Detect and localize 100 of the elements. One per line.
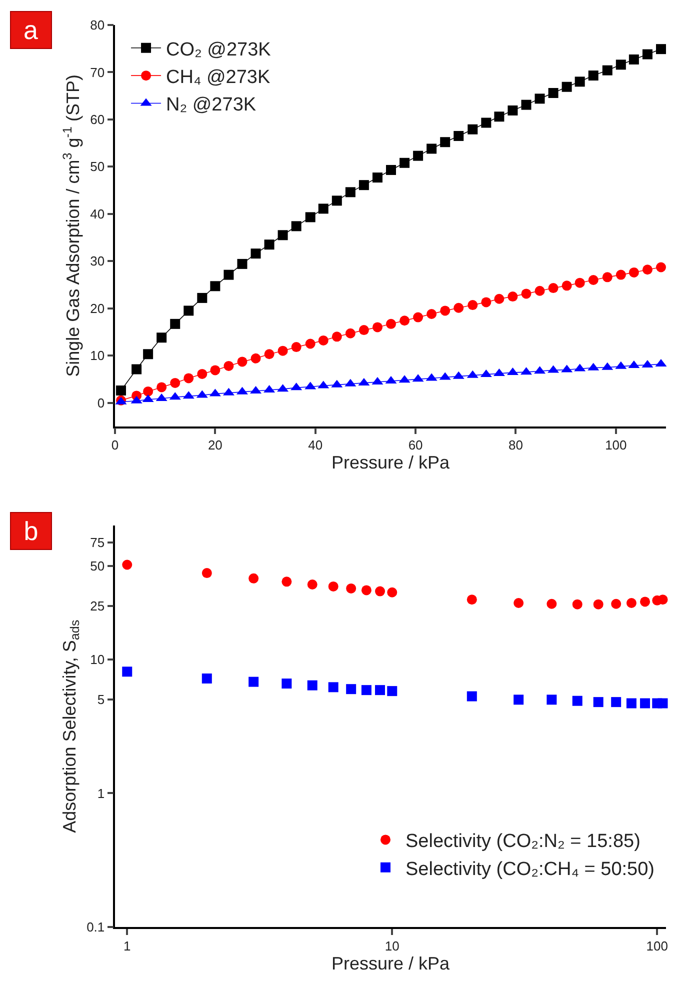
y-tick-label: 75 [90, 534, 105, 550]
point [358, 180, 369, 190]
point [656, 44, 666, 54]
x-axis-title: Pressure / kPa [331, 452, 451, 473]
point [170, 378, 180, 388]
point [642, 264, 652, 275]
point [628, 267, 639, 278]
point [548, 88, 558, 98]
y-tick-label: 50 [90, 159, 105, 174]
point [210, 365, 220, 376]
point [197, 292, 208, 303]
point [602, 65, 612, 76]
point [318, 335, 328, 346]
point [548, 283, 558, 294]
point [588, 70, 598, 81]
point [656, 262, 666, 272]
point [454, 302, 464, 313]
point [184, 306, 194, 316]
point [237, 258, 248, 269]
point [386, 164, 396, 175]
x-tick-label: 0 [111, 438, 119, 453]
y-tick-label: 80 [90, 18, 105, 33]
point [132, 364, 142, 374]
point [400, 158, 410, 168]
y-tick-label: 10 [90, 348, 105, 364]
point [278, 346, 288, 356]
x-axis-title: Pressure / kPa [331, 953, 451, 974]
point [616, 60, 626, 70]
y-tick-label: 60 [90, 112, 105, 127]
point [468, 124, 478, 134]
point [358, 325, 369, 336]
text: a [24, 15, 38, 45]
point [250, 248, 261, 259]
point [588, 275, 598, 285]
x-tick-label: 100 [646, 938, 668, 954]
point [224, 360, 234, 371]
point [628, 54, 639, 64]
point [372, 322, 382, 332]
point [264, 349, 274, 360]
point [184, 373, 194, 384]
legend-label: CH₄ @273K [166, 66, 270, 88]
point [305, 212, 316, 222]
y-tick-label: 50 [90, 558, 105, 574]
y-tick-label: 1 [97, 786, 105, 801]
point [386, 318, 396, 329]
y-tick-label: 5 [97, 692, 105, 708]
point [250, 353, 261, 364]
point [264, 240, 274, 250]
point [468, 300, 478, 310]
point [170, 318, 180, 329]
legend-label: CO₂ @273K [166, 39, 272, 60]
point [562, 82, 572, 92]
point [426, 144, 437, 154]
point [508, 105, 518, 116]
legend-label: N₂ @273K [166, 94, 256, 116]
y-tick-label: 0 [97, 395, 105, 410]
point [494, 294, 504, 304]
x-tick-label: 80 [508, 438, 523, 453]
point [616, 270, 626, 280]
y-tick-label: 0.1 [86, 920, 105, 935]
point [291, 221, 302, 232]
point [562, 280, 572, 291]
point [318, 204, 328, 214]
y-tick-label: 30 [90, 254, 105, 269]
point [440, 137, 450, 148]
x-tick-label: 1 [124, 938, 131, 954]
point [237, 356, 248, 367]
point [278, 230, 288, 240]
x-tick-label: 10 [384, 938, 400, 954]
point [400, 316, 410, 326]
x-tick-label: 60 [408, 438, 423, 453]
legend-label: Selectivity (CO₂:N₂ = 15:85) [405, 831, 640, 852]
x-tick-label: 100 [605, 438, 627, 453]
point [210, 281, 220, 292]
x-tick-label: 20 [208, 438, 222, 453]
point [574, 76, 585, 87]
point [494, 112, 504, 122]
point [332, 332, 342, 342]
point [426, 309, 437, 319]
y-tick-label: 25 [90, 598, 105, 614]
point [481, 297, 492, 308]
text: b [24, 516, 38, 546]
point [454, 130, 464, 141]
point [305, 338, 316, 349]
point [372, 172, 382, 183]
point [345, 187, 356, 198]
point [440, 306, 450, 316]
point [413, 150, 424, 161]
point [521, 100, 532, 110]
point [156, 382, 167, 392]
point [116, 386, 126, 396]
y-tick-label: 20 [90, 300, 105, 316]
point [508, 292, 518, 302]
point [156, 332, 167, 343]
y-tick-label: 70 [90, 64, 105, 80]
point [534, 286, 545, 296]
y-tick-label: 10 [90, 652, 105, 667]
point [481, 118, 492, 128]
point [332, 196, 342, 206]
point [197, 368, 208, 379]
